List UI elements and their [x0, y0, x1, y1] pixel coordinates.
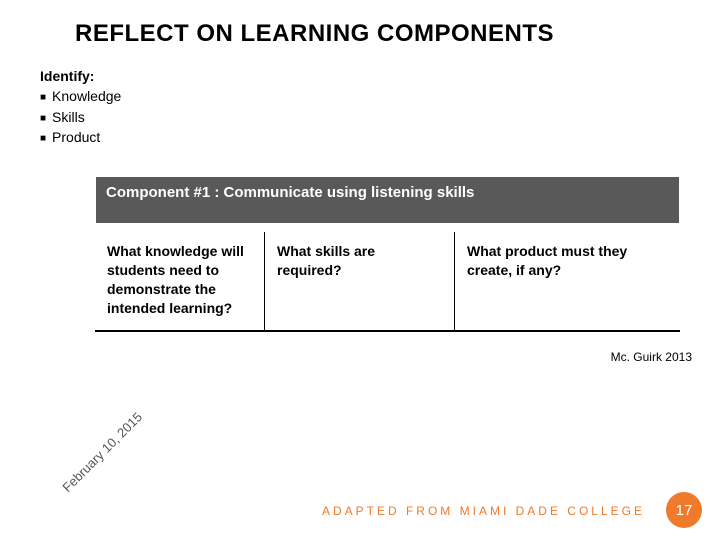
identify-item-label: Product — [52, 129, 100, 145]
component-header: Component #1 : Communicate using listeni… — [95, 176, 680, 224]
component-columns: What knowledge will students need to dem… — [95, 232, 680, 330]
identify-item: ■ Skills — [40, 107, 121, 127]
slide-date: February 10, 2015 — [59, 409, 145, 495]
bullet-square-icon: ■ — [40, 92, 46, 103]
citation: Mc. Guirk 2013 — [611, 350, 692, 364]
page-number: 17 — [676, 502, 693, 519]
column-product: What product must they create, if any? — [455, 232, 680, 330]
slide: REFLECT ON LEARNING COMPONENTS Identify:… — [0, 0, 720, 540]
corner-triangle — [0, 469, 234, 540]
identify-item-label: Knowledge — [52, 88, 121, 104]
identify-item: ■ Knowledge — [40, 86, 121, 106]
column-skills: What skills are required? — [265, 232, 455, 330]
slide-title: REFLECT ON LEARNING COMPONENTS — [75, 20, 554, 48]
columns-underline — [95, 330, 680, 332]
bullet-square-icon: ■ — [40, 133, 46, 144]
page-number-badge: 17 — [666, 492, 702, 528]
identify-item: ■ Product — [40, 127, 121, 147]
bullet-square-icon: ■ — [40, 113, 46, 124]
identify-heading: Identify: — [40, 66, 121, 86]
component-header-text: Component #1 : Communicate using listeni… — [106, 184, 474, 201]
column-knowledge: What knowledge will students need to dem… — [95, 232, 265, 330]
identify-item-label: Skills — [52, 109, 85, 125]
footer-attribution: ADAPTED FROM MIAMI DADE COLLEGE — [322, 504, 645, 518]
identify-block: Identify: ■ Knowledge ■ Skills ■ Product — [40, 66, 121, 147]
